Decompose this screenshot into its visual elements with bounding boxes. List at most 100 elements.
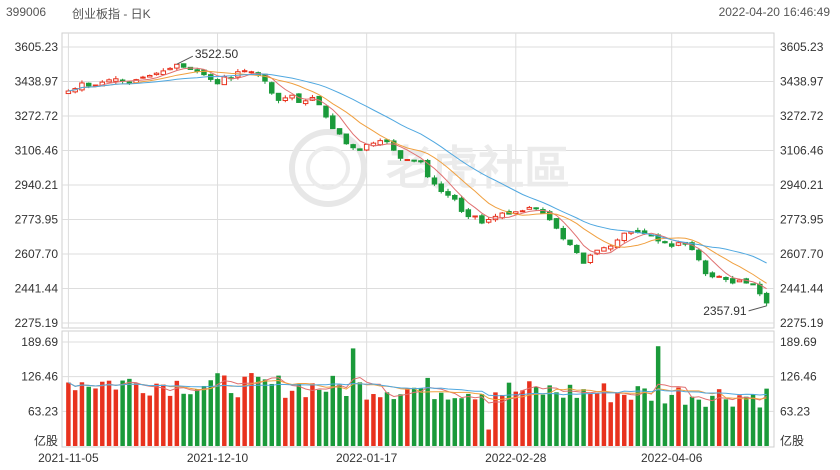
candle-body	[526, 206, 533, 210]
candle-body	[174, 63, 180, 69]
candle-body	[716, 275, 722, 278]
volume-bar	[689, 396, 695, 446]
candle-body	[343, 133, 350, 145]
volume-bar	[499, 394, 505, 446]
volume-bar	[120, 380, 125, 446]
candle-body	[519, 210, 526, 213]
price-tick-label: 2607.70	[15, 247, 59, 261]
candle-body	[65, 90, 72, 95]
index-name: 创业板指 - 日K	[72, 7, 151, 21]
candle-body	[302, 100, 309, 105]
candle-body	[357, 148, 363, 151]
volume-bar	[405, 388, 410, 446]
price-tick-label: 2275.19	[780, 316, 824, 330]
index-code: 399006	[6, 5, 47, 19]
candle-body	[323, 105, 329, 118]
candle-body	[418, 160, 424, 163]
volume-tick-label: 63.23	[28, 404, 58, 418]
volume-bar	[622, 394, 627, 446]
candle-body	[92, 84, 99, 87]
volume-bar	[337, 384, 342, 446]
volume-bar	[350, 348, 356, 446]
candle-body	[391, 140, 397, 151]
date-ticks: 2021-11-05 2021-12-10 2022-01-17 2022-02-28…	[38, 451, 703, 465]
volume-bar	[574, 397, 580, 446]
volume-bar	[594, 393, 600, 446]
price-tick-label: 3605.23	[780, 40, 824, 54]
price-tick-label: 3438.97	[780, 75, 824, 89]
date-tick-label: 2021-12-10	[187, 451, 249, 465]
candle-body	[465, 209, 472, 218]
candle-body	[248, 71, 255, 74]
volume-bar	[344, 395, 349, 446]
volume-bar	[242, 376, 247, 446]
price-tick-label: 2773.95	[780, 213, 824, 227]
volume-bar	[188, 394, 193, 446]
volume-bar	[445, 399, 451, 446]
candle-body	[411, 159, 417, 162]
volume-bar	[228, 393, 234, 446]
candle-body	[214, 79, 221, 85]
candle-body	[85, 82, 92, 87]
candle-body	[431, 177, 438, 185]
candle-body	[146, 74, 153, 78]
volume-bar	[452, 398, 458, 446]
volume-tick-label: 189.69	[780, 335, 817, 349]
volume-bar	[764, 388, 769, 446]
volume-bar	[588, 393, 593, 446]
volume-bar	[93, 388, 98, 446]
volume-bar	[194, 388, 200, 446]
volume-bar	[222, 375, 227, 446]
volume-bar	[554, 392, 559, 446]
volume-bar	[520, 390, 525, 446]
candle-body	[282, 97, 289, 102]
watermark-logo	[289, 129, 367, 207]
candle-body	[587, 254, 594, 263]
annotations: 3522.50 2357.91	[176, 47, 767, 318]
volume-bar	[635, 386, 641, 446]
volume-bar	[513, 391, 519, 446]
volume-bar	[66, 382, 71, 446]
candle-body	[662, 241, 668, 244]
volume-panel-frame	[61, 330, 775, 448]
volume-bar	[377, 397, 383, 446]
chart-header: 399006 创业板指 - 日K 2022-04-20 16:46:49	[0, 0, 840, 24]
price-tick-label: 2940.21	[15, 178, 59, 192]
candle-body	[696, 249, 702, 261]
volume-unit-label: 亿股	[34, 433, 58, 448]
volume-bar	[391, 399, 397, 446]
volume-bar	[147, 395, 152, 446]
volume-bar	[438, 392, 444, 446]
candle-body	[601, 247, 607, 252]
volume-bar	[127, 378, 132, 446]
volume-bar	[486, 429, 491, 446]
candle-body	[668, 243, 675, 247]
volume-bar	[716, 389, 722, 446]
volume-bar	[249, 373, 254, 446]
volume-unit-label: 亿股	[780, 433, 804, 448]
volume-bar	[255, 376, 261, 446]
volume-bar	[330, 375, 336, 446]
candle-body	[763, 292, 770, 304]
volume-bar	[561, 397, 566, 446]
volume-bar	[744, 396, 749, 446]
price-tick-label: 3605.23	[15, 40, 59, 54]
candle-body	[445, 191, 451, 196]
price-tick-label: 3106.46	[780, 144, 824, 158]
candle-body	[153, 72, 160, 76]
volume-bar	[323, 391, 329, 446]
volume-ticks-left: 189.69 126.46 63.23 亿股	[21, 335, 58, 448]
volume-bar	[384, 392, 390, 446]
volume-bar	[215, 373, 220, 446]
volume-bar	[540, 394, 546, 446]
candle-body	[574, 244, 580, 253]
volume-tick-label: 126.46	[21, 370, 58, 384]
volume-bar	[655, 346, 661, 446]
volume-bar	[269, 383, 274, 446]
price-tick-label: 2607.70	[780, 247, 824, 261]
volume-bar	[208, 380, 213, 446]
ma10-line	[68, 70, 767, 284]
volume-bar	[730, 406, 735, 446]
price-tick-label: 2773.95	[15, 213, 59, 227]
